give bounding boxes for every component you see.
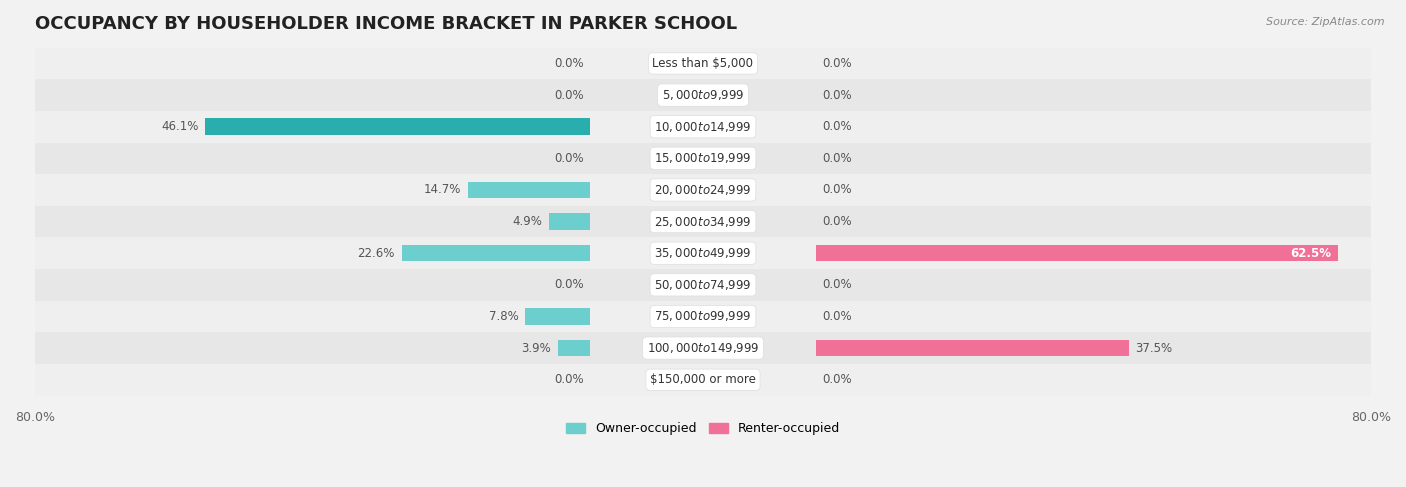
Bar xyxy=(815,245,1337,262)
Text: 4.9%: 4.9% xyxy=(513,215,543,228)
Bar xyxy=(558,340,591,356)
Text: 0.0%: 0.0% xyxy=(554,152,583,165)
Bar xyxy=(35,332,1371,364)
Text: Less than $5,000: Less than $5,000 xyxy=(652,57,754,70)
Bar xyxy=(35,269,1371,300)
Text: 0.0%: 0.0% xyxy=(823,57,852,70)
Text: $150,000 or more: $150,000 or more xyxy=(650,373,756,386)
Text: 7.8%: 7.8% xyxy=(489,310,519,323)
Bar xyxy=(35,79,1371,111)
Text: 37.5%: 37.5% xyxy=(1136,341,1173,355)
Bar xyxy=(35,48,1371,79)
Bar xyxy=(35,143,1371,174)
Text: $20,000 to $24,999: $20,000 to $24,999 xyxy=(654,183,752,197)
Text: $10,000 to $14,999: $10,000 to $14,999 xyxy=(654,120,752,134)
Text: $25,000 to $34,999: $25,000 to $34,999 xyxy=(654,215,752,228)
Text: 0.0%: 0.0% xyxy=(823,184,852,196)
Bar xyxy=(526,308,591,325)
Text: $100,000 to $149,999: $100,000 to $149,999 xyxy=(647,341,759,355)
Text: 0.0%: 0.0% xyxy=(823,152,852,165)
Text: $75,000 to $99,999: $75,000 to $99,999 xyxy=(654,309,752,323)
Text: 3.9%: 3.9% xyxy=(522,341,551,355)
Text: $15,000 to $19,999: $15,000 to $19,999 xyxy=(654,151,752,165)
Text: 14.7%: 14.7% xyxy=(423,184,461,196)
Text: 0.0%: 0.0% xyxy=(554,279,583,291)
Bar xyxy=(815,340,1129,356)
Text: $50,000 to $74,999: $50,000 to $74,999 xyxy=(654,278,752,292)
Bar xyxy=(550,213,591,230)
Bar xyxy=(402,245,591,262)
Text: $5,000 to $9,999: $5,000 to $9,999 xyxy=(662,88,744,102)
Bar xyxy=(35,174,1371,206)
Text: $35,000 to $49,999: $35,000 to $49,999 xyxy=(654,246,752,260)
Legend: Owner-occupied, Renter-occupied: Owner-occupied, Renter-occupied xyxy=(561,417,845,441)
Text: 46.1%: 46.1% xyxy=(162,120,198,133)
Text: OCCUPANCY BY HOUSEHOLDER INCOME BRACKET IN PARKER SCHOOL: OCCUPANCY BY HOUSEHOLDER INCOME BRACKET … xyxy=(35,15,737,33)
Text: 62.5%: 62.5% xyxy=(1289,247,1331,260)
Text: 0.0%: 0.0% xyxy=(823,89,852,102)
Bar xyxy=(35,206,1371,237)
Bar xyxy=(205,118,591,135)
Text: 22.6%: 22.6% xyxy=(357,247,395,260)
Text: 0.0%: 0.0% xyxy=(554,89,583,102)
Text: 0.0%: 0.0% xyxy=(554,57,583,70)
Bar xyxy=(35,300,1371,332)
Text: Source: ZipAtlas.com: Source: ZipAtlas.com xyxy=(1267,17,1385,27)
Bar xyxy=(35,237,1371,269)
Text: 0.0%: 0.0% xyxy=(554,373,583,386)
Text: 0.0%: 0.0% xyxy=(823,120,852,133)
Bar xyxy=(35,111,1371,143)
Bar xyxy=(468,182,591,198)
Text: 0.0%: 0.0% xyxy=(823,215,852,228)
Text: 0.0%: 0.0% xyxy=(823,310,852,323)
Text: 0.0%: 0.0% xyxy=(823,373,852,386)
Bar xyxy=(35,364,1371,395)
Text: 0.0%: 0.0% xyxy=(823,279,852,291)
